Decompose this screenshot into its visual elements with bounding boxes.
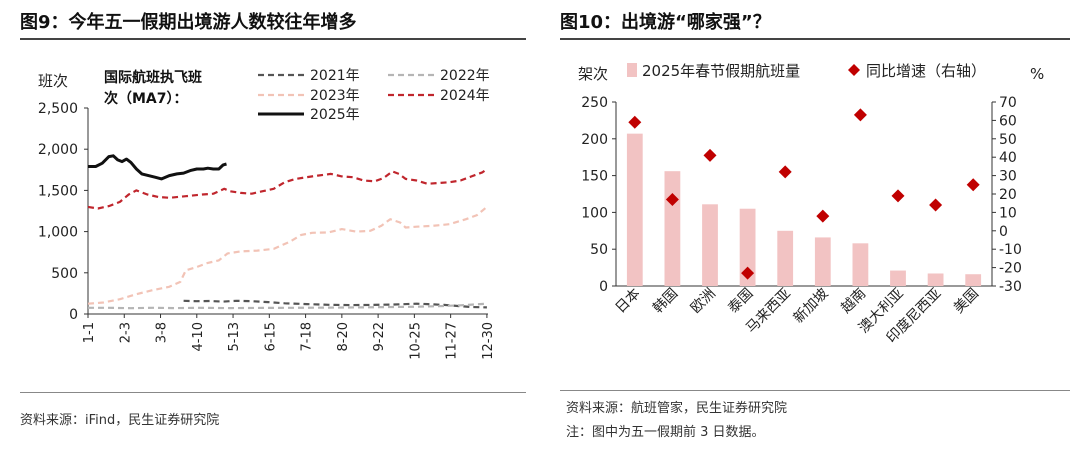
series-line-2021: [183, 299, 487, 309]
growth-marker-印度尼西亚: [929, 198, 943, 212]
y-tick-label: 1,500: [38, 183, 78, 199]
left-source-rule: [20, 392, 526, 393]
right-bar-chart: 0 50 100 150 200 250 -30 -20 -10 0 10 20 30 40 50 60 70 架…: [578, 62, 1044, 346]
growth-marker-欧洲: [703, 148, 717, 162]
right-y-tick-label: -10: [999, 242, 1022, 258]
x-tick-label: 7-18: [300, 322, 315, 352]
x-category-label: 美国: [951, 286, 982, 317]
bar-泰国: [739, 208, 756, 286]
x-tick-label: 12-30: [481, 322, 496, 360]
growth-marker-韩国: [665, 193, 679, 207]
left-y-tick-label: 200: [581, 132, 608, 148]
left-panel: 图9：今年五一假期出境游人数较往年增多 班次 0 500 1,000 1,500 2,00…: [20, 12, 526, 428]
left-panel-title: 图9：今年五一假期出境游人数较往年增多: [20, 12, 357, 33]
left-y-tick-label: 150: [581, 169, 608, 185]
bar-马来西亚: [777, 230, 794, 286]
right-source-rule: [560, 390, 1070, 391]
left-y-tick-label: 0: [599, 279, 608, 295]
left-line-chart: 班次 0 500 1,000 1,500 2,000 2,500 1-1 2-3 3-8 4-10 5…: [38, 68, 496, 360]
series-line-2024: [87, 168, 488, 210]
right-footnote: 注：图中为五一假期前 3 日数据。: [566, 425, 765, 440]
right-y-tick-label: 10: [999, 205, 1017, 221]
x-tick-label: 10-25: [408, 322, 423, 360]
right-y-tick-label: -20: [999, 261, 1022, 277]
growth-marker-美国: [966, 178, 980, 192]
bar-越南: [852, 243, 869, 286]
right-title-rule: [560, 38, 1070, 40]
legend-label-2025: 2025年: [310, 107, 360, 123]
left-y-tick-label: 50: [590, 242, 608, 258]
bar-新加坡: [814, 237, 831, 286]
x-category-label: 欧洲: [688, 286, 719, 317]
bar-欧洲: [702, 204, 718, 286]
bar-澳大利亚: [890, 270, 906, 286]
chart-annotation-line2: 次（MA7）：: [104, 90, 188, 107]
y-tick-label: 500: [51, 266, 78, 282]
y-tick-label: 2,000: [38, 142, 78, 158]
series-line-2025: [88, 154, 227, 181]
legend-label-2023: 2023年: [310, 88, 360, 104]
right-y-tick-label: 60: [999, 113, 1017, 129]
right-y-tick-label: 40: [999, 150, 1017, 166]
chart-annotation-line1: 国际航班执飞班: [104, 69, 202, 86]
right-panel: 图10：出境游“哪家强”？ 0 50 100 150 200 250 -30 -20 -10 0 1…: [552, 0, 1080, 449]
left-y-tick-label: 100: [581, 205, 608, 221]
growth-marker-泰国: [741, 266, 755, 280]
y-tick-label: 0: [69, 307, 78, 323]
right-y-unit: %: [1030, 65, 1044, 83]
bar-印度尼西亚: [927, 273, 944, 286]
x-tick-label: 6-15: [263, 322, 278, 352]
left-title-rule: [20, 38, 526, 40]
right-y-tick-label: -30: [999, 279, 1022, 295]
growth-marker-新加坡: [816, 209, 830, 223]
y-tick-label: 2,500: [38, 101, 78, 117]
x-tick-label: 2-3: [118, 322, 133, 343]
x-tick-label: 11-27: [445, 322, 460, 360]
series-line-2023: [87, 206, 488, 305]
legend-bar-label: 2025年春节假期航班量: [642, 62, 800, 80]
growth-marker-日本: [628, 115, 642, 129]
right-source-note: 资料来源：航班管家，民生证券研究院: [566, 401, 788, 416]
left-y-tick-label: 250: [581, 95, 608, 111]
right-y-tick-label: 30: [999, 169, 1017, 185]
x-tick-label: 1-1: [82, 322, 97, 343]
bar-日本: [626, 133, 643, 286]
x-tick-label: 4-10: [191, 322, 206, 352]
legend-label-2024: 2024年: [440, 88, 490, 104]
series-line-2022: [88, 302, 487, 310]
growth-marker-澳大利亚: [891, 189, 905, 203]
y-axis-unit: 班次: [38, 72, 68, 90]
x-tick-label: 8-20: [336, 322, 351, 352]
legend-bar-swatch: [627, 63, 637, 77]
legend-marker-label: 同比增速（右轴）: [866, 62, 986, 80]
bar-美国: [965, 274, 982, 286]
legend-label-2021: 2021年: [310, 68, 360, 84]
right-y-tick-label: 0: [999, 224, 1008, 240]
x-tick-label: 5-13: [227, 322, 242, 352]
right-y-tick-label: 50: [999, 132, 1017, 148]
x-category-label: 越南: [838, 286, 869, 317]
x-category-label: 泰国: [725, 286, 756, 317]
x-category-label: 新加坡: [791, 286, 832, 327]
right-y-tick-label: 70: [999, 95, 1017, 111]
growth-marker-越南: [853, 108, 867, 122]
right-panel-title: 图10：出境游“哪家强”？: [560, 12, 771, 33]
legend-label-2022: 2022年: [440, 68, 490, 84]
right-y-tick-label: 20: [999, 187, 1017, 203]
x-tick-label: 3-8: [155, 322, 170, 343]
growth-marker-马来西亚: [778, 165, 792, 179]
x-category-label: 韩国: [650, 286, 681, 317]
x-category-label: 日本: [613, 286, 644, 317]
y-tick-label: 1,000: [38, 225, 78, 241]
x-tick-label: 9-22: [372, 322, 387, 352]
legend-marker-swatch: [848, 64, 860, 76]
left-source-note: 资料来源：iFind，民生证券研究院: [20, 413, 220, 428]
bar-韩国: [664, 171, 681, 286]
left-y-unit: 架次: [578, 65, 608, 83]
